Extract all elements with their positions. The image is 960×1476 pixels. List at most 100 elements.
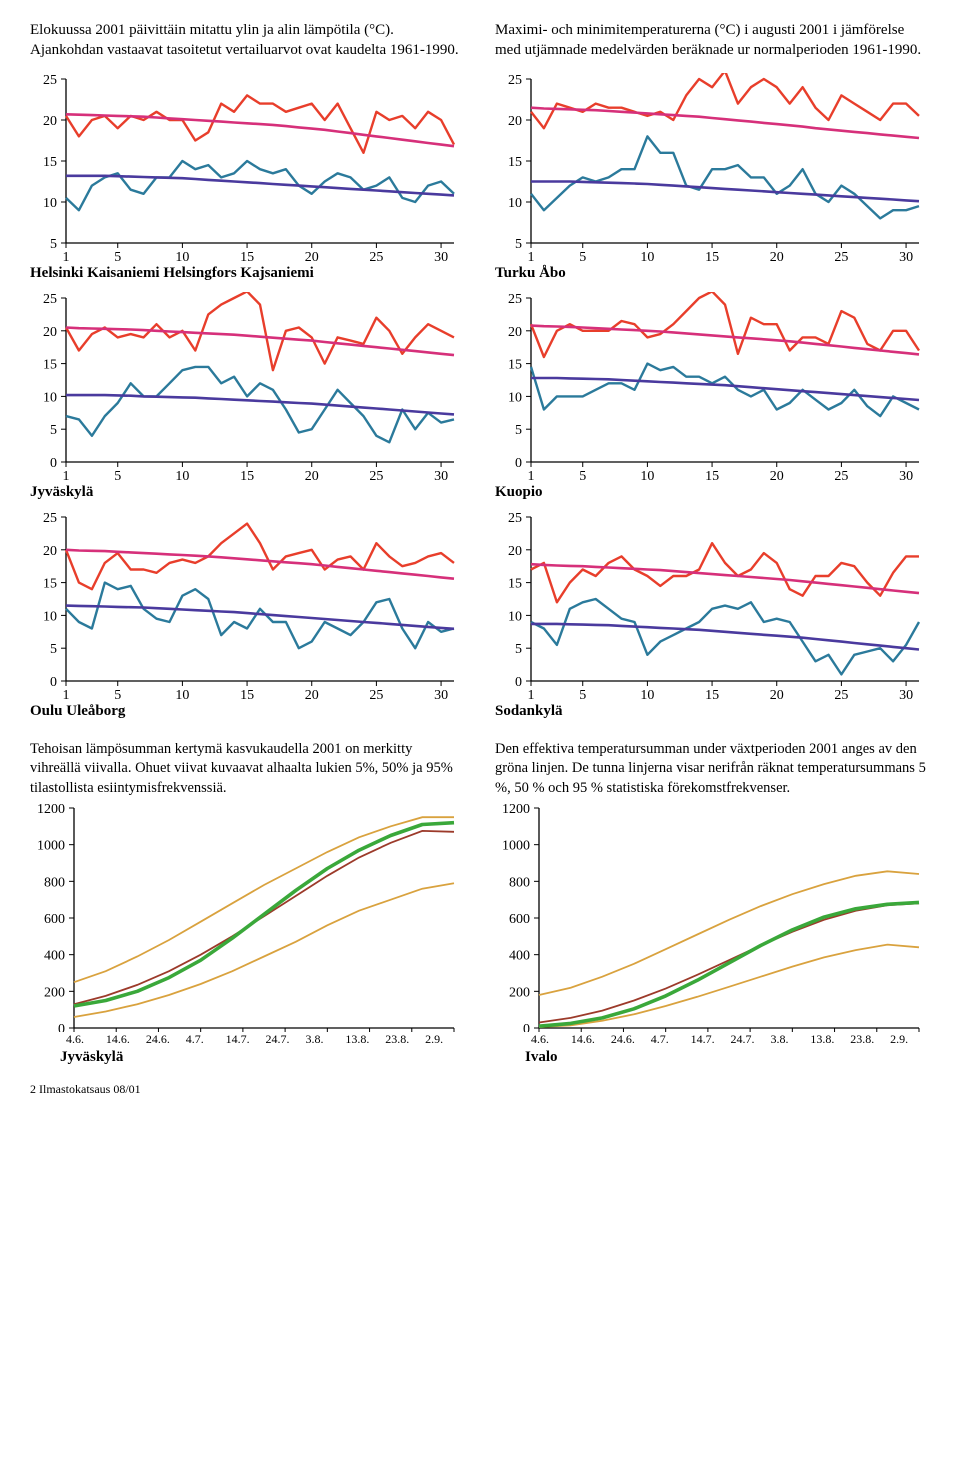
svg-text:5: 5 bbox=[579, 250, 586, 263]
svg-text:30: 30 bbox=[899, 250, 913, 263]
svg-text:1200: 1200 bbox=[37, 802, 65, 817]
svg-text:5: 5 bbox=[515, 642, 522, 657]
svg-text:30: 30 bbox=[899, 469, 913, 482]
svg-text:5: 5 bbox=[50, 642, 57, 657]
tempsum-chart-ivalo: 0200400600800100012004.6.14.6.24.6.4.7.1… bbox=[495, 802, 930, 1066]
svg-text:0: 0 bbox=[58, 1022, 65, 1032]
svg-text:25: 25 bbox=[369, 250, 383, 263]
svg-text:25: 25 bbox=[508, 511, 522, 526]
temp-chart-panel: 0510152025151015202530Oulu Uleåborg bbox=[30, 511, 465, 720]
svg-text:20: 20 bbox=[770, 250, 784, 263]
svg-text:600: 600 bbox=[44, 912, 65, 927]
svg-text:15: 15 bbox=[705, 688, 719, 701]
svg-text:25: 25 bbox=[369, 688, 383, 701]
svg-text:0: 0 bbox=[523, 1022, 530, 1032]
svg-text:25: 25 bbox=[369, 469, 383, 482]
svg-text:0: 0 bbox=[50, 456, 57, 471]
svg-text:400: 400 bbox=[44, 949, 65, 964]
temperature-chart-grid: 510152025151015202530Helsinki Kaisaniemi… bbox=[30, 73, 930, 720]
svg-text:5: 5 bbox=[114, 688, 121, 701]
temp-chart-panel: 510152025151015202530Helsinki Kaisaniemi… bbox=[30, 73, 465, 282]
svg-text:15: 15 bbox=[43, 576, 57, 591]
svg-text:10: 10 bbox=[508, 196, 522, 211]
tempsum-section: Tehoisan lämpösumman kertymä kasvukaudel… bbox=[30, 740, 930, 1067]
svg-text:30: 30 bbox=[434, 469, 448, 482]
svg-text:1: 1 bbox=[63, 469, 70, 482]
chart-location-label: Jyväskylä bbox=[30, 1049, 465, 1066]
svg-text:600: 600 bbox=[509, 912, 530, 927]
svg-text:5: 5 bbox=[579, 469, 586, 482]
tempsum-text-left: Tehoisan lämpösumman kertymä kasvukaudel… bbox=[30, 740, 465, 799]
svg-text:1: 1 bbox=[63, 250, 70, 263]
svg-text:15: 15 bbox=[43, 357, 57, 372]
header-right: Maximi- och minimitemperaturerna (°C) i … bbox=[495, 20, 930, 61]
svg-text:20: 20 bbox=[508, 324, 522, 339]
svg-text:800: 800 bbox=[44, 876, 65, 891]
svg-text:1: 1 bbox=[63, 688, 70, 701]
svg-text:15: 15 bbox=[705, 469, 719, 482]
svg-text:20: 20 bbox=[770, 688, 784, 701]
chart-location-label: Kuopio bbox=[495, 484, 930, 501]
svg-text:0: 0 bbox=[515, 456, 522, 471]
svg-text:25: 25 bbox=[43, 511, 57, 526]
svg-text:5: 5 bbox=[515, 423, 522, 438]
svg-text:5: 5 bbox=[50, 237, 57, 252]
svg-text:1000: 1000 bbox=[37, 839, 65, 854]
svg-text:15: 15 bbox=[240, 469, 254, 482]
svg-text:15: 15 bbox=[240, 250, 254, 263]
svg-text:30: 30 bbox=[899, 688, 913, 701]
svg-text:10: 10 bbox=[640, 688, 654, 701]
svg-text:20: 20 bbox=[305, 250, 319, 263]
tempsum-text-right: Den effektiva temperatursumman under väx… bbox=[495, 740, 930, 799]
svg-text:15: 15 bbox=[508, 357, 522, 372]
svg-text:0: 0 bbox=[515, 675, 522, 690]
svg-text:10: 10 bbox=[175, 469, 189, 482]
chart-location-label: Sodankylä bbox=[495, 703, 930, 720]
svg-text:5: 5 bbox=[114, 469, 121, 482]
svg-text:10: 10 bbox=[43, 390, 57, 405]
svg-text:25: 25 bbox=[43, 292, 57, 307]
chart-location-label: Helsinki Kaisaniemi Helsingfors Kajsanie… bbox=[30, 265, 465, 282]
svg-text:10: 10 bbox=[43, 609, 57, 624]
svg-text:15: 15 bbox=[705, 250, 719, 263]
svg-text:5: 5 bbox=[114, 250, 121, 263]
svg-text:30: 30 bbox=[434, 688, 448, 701]
chart-location-label: Turku Åbo bbox=[495, 265, 930, 282]
svg-text:10: 10 bbox=[640, 469, 654, 482]
chart-location-label: Ivalo bbox=[495, 1049, 930, 1066]
svg-text:1200: 1200 bbox=[502, 802, 530, 817]
svg-text:5: 5 bbox=[515, 237, 522, 252]
temp-chart-panel: 0510152025151015202530Sodankylä bbox=[495, 511, 930, 720]
svg-text:200: 200 bbox=[509, 986, 530, 1001]
svg-text:10: 10 bbox=[43, 196, 57, 211]
chart-location-label: Oulu Uleåborg bbox=[30, 703, 465, 720]
svg-text:10: 10 bbox=[508, 609, 522, 624]
svg-text:10: 10 bbox=[175, 250, 189, 263]
svg-text:25: 25 bbox=[834, 688, 848, 701]
svg-text:20: 20 bbox=[508, 543, 522, 558]
svg-text:20: 20 bbox=[305, 469, 319, 482]
svg-text:20: 20 bbox=[508, 114, 522, 129]
svg-text:1: 1 bbox=[528, 688, 535, 701]
x-axis-labels: 4.6.14.6.24.6.4.7.14.7.24.7.3.8.13.8.23.… bbox=[30, 1032, 465, 1047]
svg-text:1: 1 bbox=[528, 469, 535, 482]
header-row: Elokuussa 2001 päivittäin mitattu ylin j… bbox=[30, 20, 930, 61]
svg-text:20: 20 bbox=[43, 114, 57, 129]
svg-text:1000: 1000 bbox=[502, 839, 530, 854]
temp-chart-panel: 510152025151015202530Turku Åbo bbox=[495, 73, 930, 282]
svg-text:25: 25 bbox=[508, 73, 522, 88]
svg-text:30: 30 bbox=[434, 250, 448, 263]
svg-text:15: 15 bbox=[508, 155, 522, 170]
svg-text:20: 20 bbox=[305, 688, 319, 701]
svg-text:15: 15 bbox=[508, 576, 522, 591]
svg-text:5: 5 bbox=[579, 688, 586, 701]
svg-text:10: 10 bbox=[640, 250, 654, 263]
svg-text:400: 400 bbox=[509, 949, 530, 964]
svg-text:200: 200 bbox=[44, 986, 65, 1001]
page-footer: 2 Ilmastokatsaus 08/01 bbox=[30, 1082, 930, 1097]
svg-text:1: 1 bbox=[528, 250, 535, 263]
svg-text:15: 15 bbox=[43, 155, 57, 170]
svg-text:20: 20 bbox=[43, 324, 57, 339]
svg-text:20: 20 bbox=[43, 543, 57, 558]
svg-text:25: 25 bbox=[508, 292, 522, 307]
